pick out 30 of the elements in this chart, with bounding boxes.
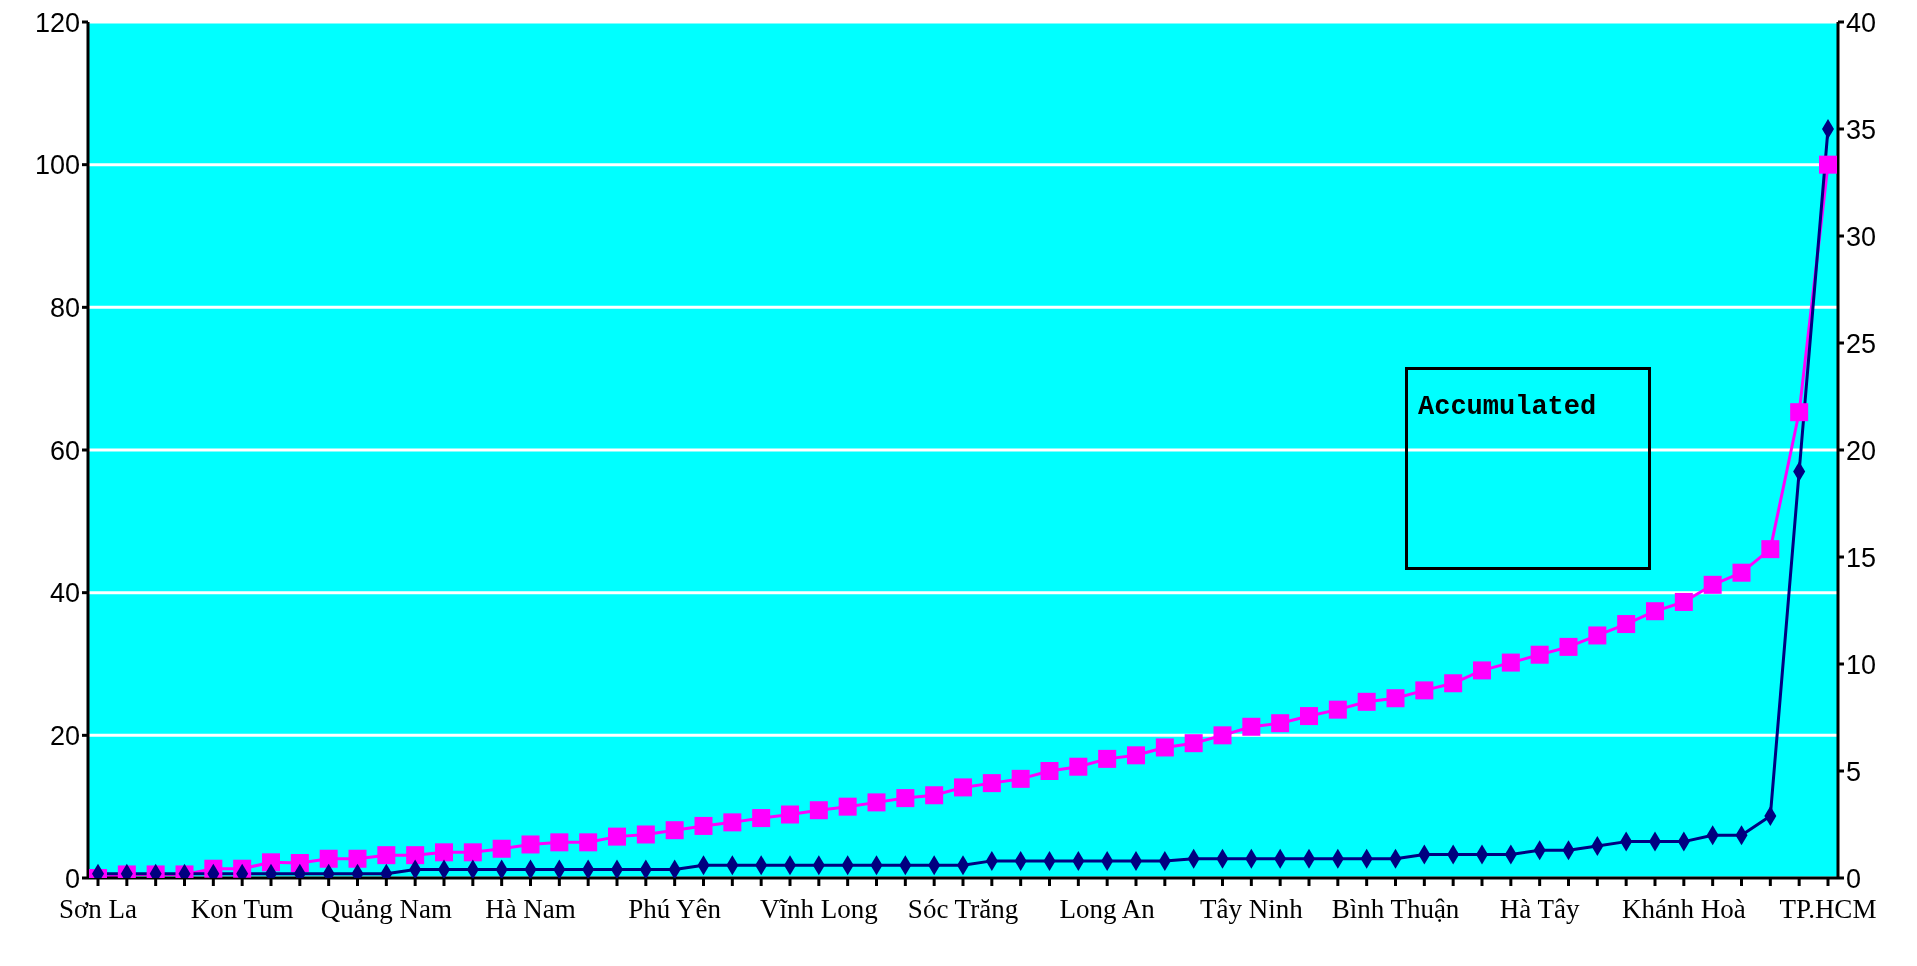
y2-tick-label: 5: [1846, 756, 1862, 787]
y-tick-label: 0: [64, 863, 80, 894]
y-tick-label: 100: [34, 150, 80, 181]
text-box: Accumulated: [1405, 367, 1651, 570]
y-tick-label: 20: [49, 720, 80, 751]
y2-tick-label: 40: [1846, 7, 1877, 38]
x-tick-label: Sơn La: [58, 894, 138, 924]
x-tick-label: Bình Thuận: [1331, 894, 1460, 924]
x-tick-label: Hà Nam: [485, 894, 576, 924]
x-tick-label: Sóc Trăng: [907, 894, 1019, 924]
x-tick-label: Vĩnh Long: [759, 894, 878, 924]
y2-tick-label: 30: [1846, 221, 1877, 252]
x-tick-label: Kon Tum: [190, 894, 294, 924]
x-tick-label: Khánh Hoà: [1621, 894, 1746, 924]
y2-tick-label: 20: [1846, 435, 1877, 466]
x-tick-label: Tây Ninh: [1199, 894, 1304, 924]
x-tick-label: TP.HCM: [1779, 894, 1877, 924]
x-tick-label: Hà Tây: [1499, 894, 1581, 924]
y2-tick-label: 10: [1846, 649, 1877, 680]
x-tick-label: Phú Yên: [628, 894, 722, 924]
y2-tick-label: 35: [1846, 114, 1877, 145]
y2-tick-label: 25: [1846, 328, 1877, 359]
y-tick-label: 60: [49, 435, 80, 466]
x-tick-label: Quảng Nam: [320, 894, 452, 924]
y2-tick-label: 0: [1846, 863, 1862, 894]
y-tick-label: 40: [49, 578, 80, 609]
x-tick-label: Long An: [1059, 894, 1156, 924]
y-tick-label: 120: [34, 7, 80, 38]
y-tick-label: 80: [49, 292, 80, 323]
y2-tick-label: 15: [1846, 542, 1877, 573]
